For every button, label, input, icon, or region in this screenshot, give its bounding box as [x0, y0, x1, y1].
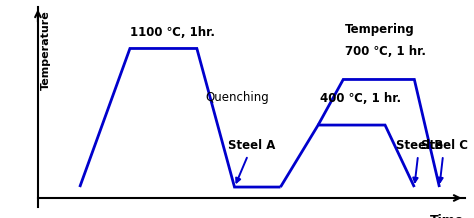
Text: Steel A: Steel A: [228, 139, 275, 182]
Text: Time: Time: [430, 214, 465, 218]
Text: Tempering: Tempering: [346, 23, 415, 36]
Text: 400 ℃, 1 hr.: 400 ℃, 1 hr.: [320, 92, 401, 105]
Text: Steel C: Steel C: [420, 139, 468, 182]
Text: Temperature: Temperature: [41, 10, 51, 90]
Text: 700 ℃, 1 hr.: 700 ℃, 1 hr.: [346, 45, 426, 58]
Text: Quenching: Quenching: [205, 91, 269, 104]
Text: 1100 ℃, 1hr.: 1100 ℃, 1hr.: [130, 26, 215, 39]
Text: Steel B: Steel B: [395, 139, 443, 182]
